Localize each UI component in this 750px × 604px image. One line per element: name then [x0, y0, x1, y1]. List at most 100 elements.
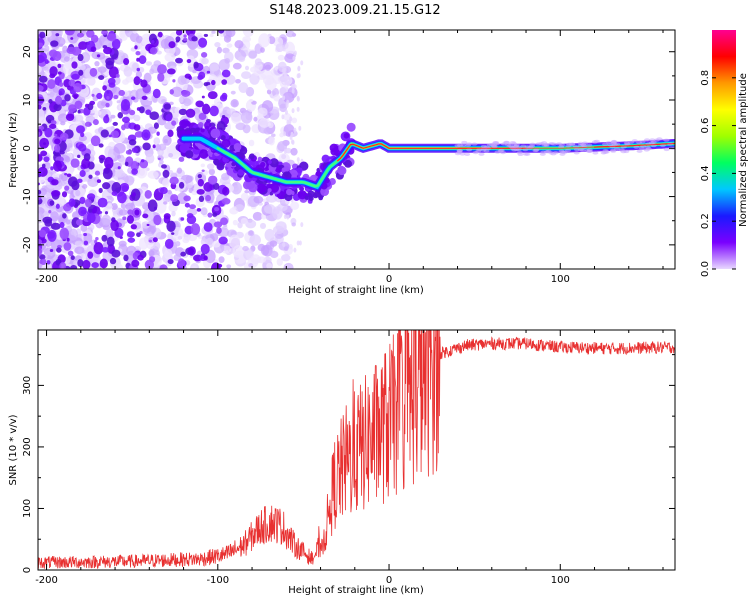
noise-blob [148, 239, 153, 243]
noise-blob [38, 229, 47, 238]
noise-blob [77, 143, 87, 152]
noise-blob [175, 30, 183, 36]
noise-blob [83, 240, 89, 246]
noise-blob [277, 54, 285, 61]
noise-blob [189, 204, 196, 210]
figure-title: S148.2023.009.21.15.G12 [269, 3, 440, 18]
noise-blob [226, 43, 233, 48]
noise-blob [63, 242, 72, 251]
noise-blob [90, 135, 101, 147]
noise-blob [259, 222, 267, 229]
noise-blob [130, 96, 136, 101]
noise-blob [116, 154, 122, 159]
noise-blob [158, 143, 167, 151]
noise-blob [162, 178, 170, 188]
noise-blob [203, 182, 213, 192]
noise-blob [115, 73, 120, 78]
noise-blob [218, 236, 228, 245]
ridge-spread [535, 142, 542, 146]
noise-blob [201, 103, 211, 115]
signal-blob [257, 156, 263, 162]
noise-blob [147, 170, 159, 179]
noise-blob [87, 177, 99, 188]
noise-blob [266, 262, 273, 269]
noise-blob [165, 114, 173, 122]
signal-blob [269, 183, 280, 193]
noise-blob [39, 31, 46, 39]
noise-blob [191, 36, 198, 42]
noise-blob [110, 114, 116, 119]
noise-blob [157, 157, 161, 161]
noise-blob [49, 123, 57, 129]
noise-blob [253, 195, 264, 204]
noise-blob [71, 211, 81, 220]
noise-blob [269, 240, 278, 247]
signal-blob [197, 121, 204, 128]
noise-blob [38, 185, 41, 191]
noise-blob [133, 114, 141, 122]
ridge-spread [500, 142, 507, 146]
noise-blob [232, 206, 237, 211]
noise-blob [203, 222, 213, 232]
noise-blob [38, 174, 41, 178]
x-tick-label: 100 [551, 274, 570, 285]
noise-blob [221, 92, 228, 100]
colorbar-label: Normalized spectral amplitude [738, 73, 749, 227]
spectrogram-frame [37, 29, 676, 270]
signal-blob [216, 162, 225, 171]
noise-blob [186, 58, 192, 64]
noise-blob [159, 187, 168, 195]
noise-blob [44, 127, 53, 138]
ridge-spread [466, 148, 473, 152]
noise-blob [47, 79, 56, 90]
noise-blob [190, 223, 201, 236]
noise-blob [249, 73, 260, 85]
noise-blob [264, 64, 272, 71]
noise-blob [253, 116, 258, 122]
noise-blob [157, 72, 165, 82]
noise-blob [43, 156, 50, 163]
noise-blob [62, 203, 72, 212]
ridge-spread [620, 150, 627, 154]
noise-blob [291, 222, 296, 227]
noise-blob [86, 193, 96, 201]
noise-blob [65, 219, 71, 225]
noise-blob [64, 94, 71, 102]
noise-blob [171, 210, 176, 217]
noise-blob [53, 30, 62, 35]
noise-blob [42, 107, 47, 111]
noise-blob [254, 58, 262, 66]
noise-blob [71, 61, 78, 69]
noise-blob [196, 207, 202, 212]
y-tick-label: 10 [22, 94, 33, 107]
signal-blob [321, 154, 330, 163]
noise-blob [268, 36, 276, 45]
noise-blob [269, 250, 279, 259]
ridge-spread [638, 146, 645, 150]
noise-blob [68, 104, 77, 113]
signal-blob [320, 187, 330, 197]
noise-blob [167, 233, 173, 240]
noise-blob [290, 147, 298, 156]
colorbar-tick-label: 0.2 [700, 213, 711, 229]
noise-blob [176, 192, 188, 205]
noise-blob [83, 232, 88, 237]
noise-blob [204, 121, 212, 130]
noise-blob [110, 219, 119, 232]
noise-blob [223, 34, 232, 43]
noise-blob [96, 179, 102, 184]
ridge-spread [478, 152, 485, 156]
noise-blob [133, 124, 141, 131]
noise-blob [296, 240, 300, 246]
ridge-spread [454, 144, 461, 148]
noise-blob [168, 41, 176, 49]
ridge-spread [636, 149, 643, 153]
noise-blob [282, 242, 286, 248]
noise-blob [214, 41, 221, 48]
noise-blob [200, 207, 208, 216]
noise-blob [79, 169, 86, 178]
snr-y-ticks: 0 100 200 300 [22, 354, 675, 573]
noise-blob [235, 78, 241, 84]
noise-blob [220, 217, 229, 225]
noise-blob [288, 119, 292, 125]
